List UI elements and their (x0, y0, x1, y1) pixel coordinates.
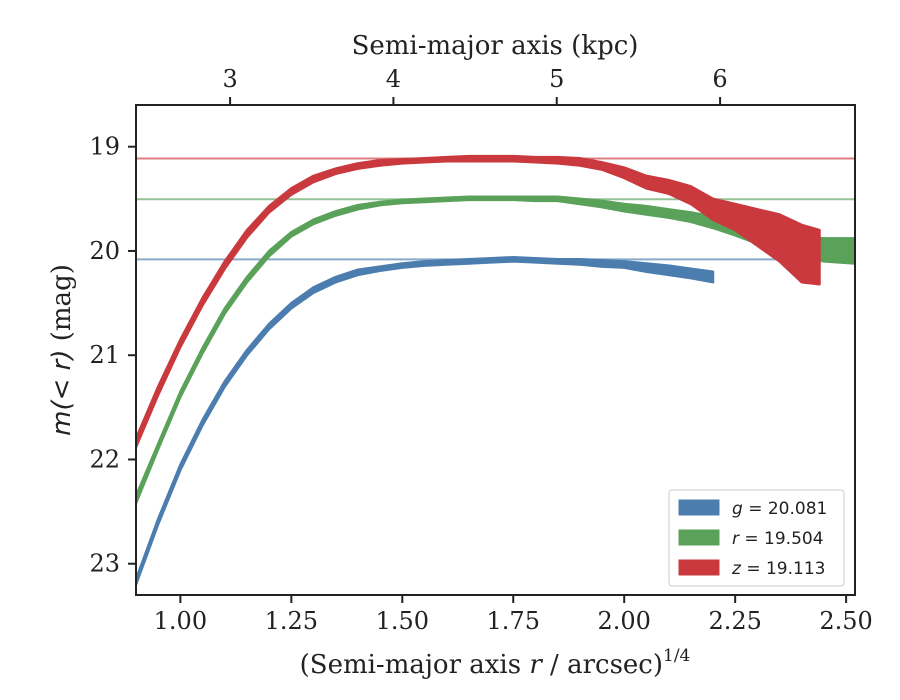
y-tick-label: 20 (89, 237, 120, 265)
x-tick-label: 2.25 (708, 607, 761, 635)
x-axis-bottom: 1.00 1.25 1.50 1.75 2.00 2.25 2.50 (154, 595, 873, 635)
legend-label-g: g = 20.081 (732, 499, 827, 519)
x-tick-label: 1.00 (154, 607, 207, 635)
band-r (136, 195, 855, 505)
x-axis-top: 3 4 5 6 (222, 65, 728, 105)
band-g (136, 255, 715, 586)
x-tick-label: 1.25 (265, 607, 318, 635)
legend: g = 20.081 r = 19.504 z = 19.113 (668, 489, 845, 587)
y-tick-label: 23 (89, 550, 120, 578)
legend-label-r: r = 19.504 (732, 529, 824, 549)
top-tick-label: 3 (222, 65, 237, 93)
top-tick-label: 5 (549, 65, 564, 93)
top-tick-label: 6 (712, 65, 727, 93)
plot-area (136, 154, 855, 586)
legend-swatch-g (678, 499, 720, 516)
plot-frame (135, 104, 856, 596)
x-tick-label: 1.75 (487, 607, 540, 635)
x-tick-label: 2.00 (597, 607, 650, 635)
y-tick-label: 19 (89, 133, 120, 161)
x-tick-label: 1.50 (376, 607, 429, 635)
legend-label-z: z = 19.113 (731, 559, 825, 579)
y-axis-left: 19 20 21 22 23 (89, 133, 136, 578)
legend-swatch-z (678, 559, 720, 576)
top-axis-title: Semi-major axis (kpc) (352, 31, 639, 61)
y-tick-label: 22 (89, 445, 120, 473)
y-tick-label: 21 (89, 341, 120, 369)
x-tick-label: 2.50 (819, 607, 872, 635)
top-tick-label: 4 (386, 65, 401, 93)
y-axis-title: m(< r) (mag) (47, 264, 77, 436)
x-axis-title: (Semi-major axis r / arcsec)1/4 (300, 646, 691, 680)
legend-swatch-r (678, 529, 720, 546)
profile-bands (136, 154, 855, 586)
band-z (136, 154, 821, 449)
